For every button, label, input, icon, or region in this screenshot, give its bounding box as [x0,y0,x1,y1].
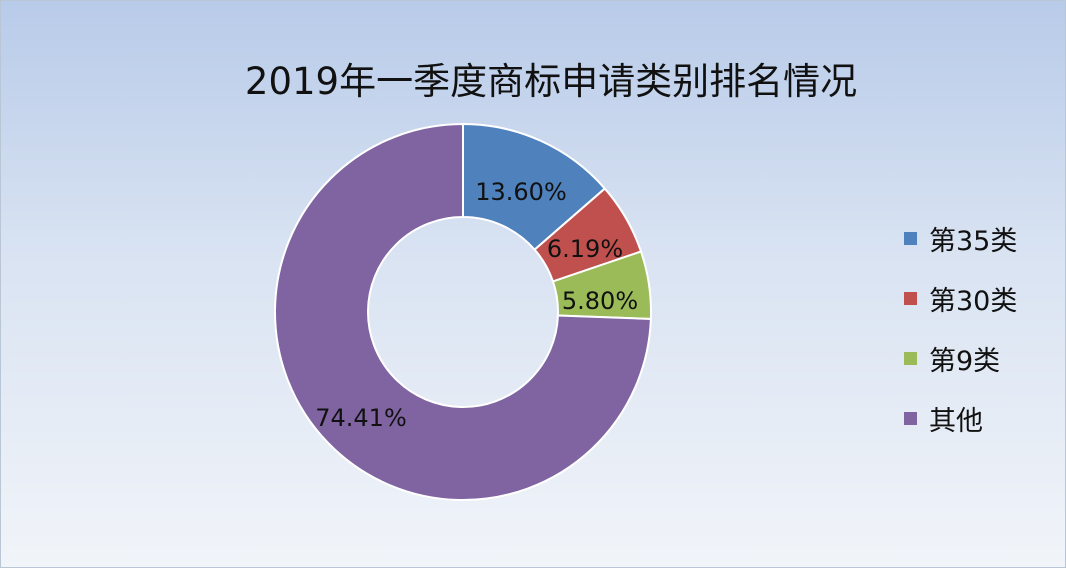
legend-label: 第9类 [929,345,1001,377]
donut-slice-other [274,122,652,501]
legend-label: 第35类 [929,225,1018,257]
legend-swatch [904,411,917,425]
legend-swatch [904,351,917,365]
legend-swatch [904,231,917,245]
chart-title: 2019年一季度商标申请类别排名情况 [244,60,858,103]
legend-label: 其他 [929,405,983,437]
data-label-9: 5.80% [562,287,638,315]
legend-item-9: 第9类 [904,343,1017,377]
data-label-30: 6.19% [547,235,623,263]
legend-label: 第30类 [929,285,1018,317]
legend: 第35类 第30类 第9类 其他 [904,223,1017,463]
legend-swatch [904,291,917,305]
data-label-other: 74.41% [315,404,407,432]
legend-item-30: 第30类 [904,283,1017,317]
data-label-35: 13.60% [475,178,567,206]
legend-item-other: 其他 [904,403,1017,437]
legend-item-35: 第35类 [904,223,1017,257]
